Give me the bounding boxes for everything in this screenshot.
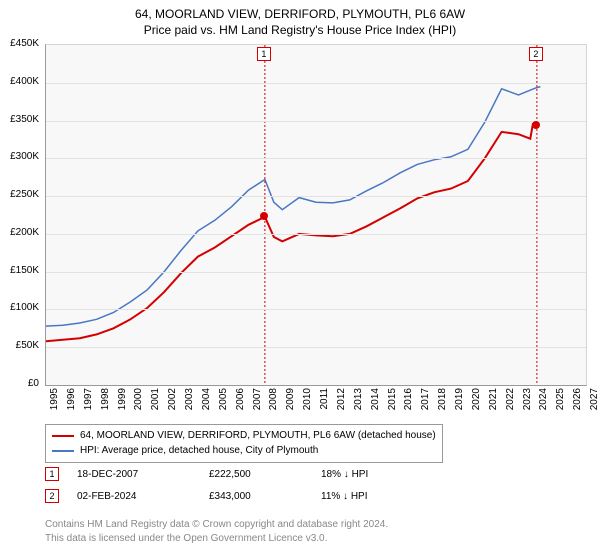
sale-row-1: 1 18-DEC-2007 £222,500 18% ↓ HPI — [45, 467, 431, 481]
legend-swatch-1 — [52, 450, 74, 452]
xtick-label: 2027 — [589, 388, 600, 418]
footer-line1: Contains HM Land Registry data © Crown c… — [45, 518, 388, 532]
plot-svg — [46, 45, 586, 385]
sale-price-1: £222,500 — [209, 469, 321, 480]
xtick-label: 2012 — [336, 388, 347, 418]
xtick-label: 2017 — [420, 388, 431, 418]
footer-line2: This data is licensed under the Open Gov… — [45, 532, 388, 546]
footer-attribution: Contains HM Land Registry data © Crown c… — [45, 518, 388, 545]
ytick-label: £250K — [0, 189, 39, 200]
legend-label-1: HPI: Average price, detached house, City… — [80, 444, 318, 459]
xtick-label: 1996 — [66, 388, 77, 418]
xtick-label: 2020 — [471, 388, 482, 418]
legend-swatch-0 — [52, 435, 74, 437]
gridline-h — [46, 347, 586, 348]
gridline-h — [46, 234, 586, 235]
sale-dot — [260, 212, 268, 220]
xtick-label: 2025 — [555, 388, 566, 418]
sale-date-1: 18-DEC-2007 — [77, 469, 209, 480]
ytick-label: £0 — [0, 378, 39, 389]
xtick-label: 2024 — [538, 388, 549, 418]
xtick-label: 1997 — [83, 388, 94, 418]
xtick-label: 2007 — [252, 388, 263, 418]
gridline-h — [46, 272, 586, 273]
xtick-label: 2018 — [437, 388, 448, 418]
gridline-h — [46, 83, 586, 84]
sale-diff-2: 11% ↓ HPI — [321, 491, 431, 502]
ytick-label: £400K — [0, 76, 39, 87]
legend-label-0: 64, MOORLAND VIEW, DERRIFORD, PLYMOUTH, … — [80, 429, 436, 444]
legend-item-hpi: HPI: Average price, detached house, City… — [52, 444, 436, 459]
chart-title: 64, MOORLAND VIEW, DERRIFORD, PLYMOUTH, … — [0, 0, 600, 38]
gridline-h — [46, 158, 586, 159]
sale-diff-1: 18% ↓ HPI — [321, 469, 431, 480]
series-hpi — [46, 87, 540, 327]
title-line1: 64, MOORLAND VIEW, DERRIFORD, PLYMOUTH, … — [0, 6, 600, 22]
ytick-label: £150K — [0, 265, 39, 276]
xtick-label: 2000 — [133, 388, 144, 418]
sale-annotation-1: 1 — [257, 47, 271, 61]
chart-page: { "title": { "line1": "64, MOORLAND VIEW… — [0, 0, 600, 560]
sale-marker-2: 2 — [45, 489, 59, 503]
ytick-label: £350K — [0, 114, 39, 125]
sale-price-2: £343,000 — [209, 491, 321, 502]
plot-area — [45, 44, 587, 386]
xtick-label: 2002 — [167, 388, 178, 418]
xtick-label: 2011 — [319, 388, 330, 418]
gridline-h — [46, 196, 586, 197]
xtick-label: 2003 — [184, 388, 195, 418]
xtick-label: 1998 — [100, 388, 111, 418]
gridline-h — [46, 309, 586, 310]
sale-annotation-2: 2 — [529, 47, 543, 61]
xtick-label: 2022 — [505, 388, 516, 418]
xtick-label: 2006 — [235, 388, 246, 418]
title-line2: Price paid vs. HM Land Registry's House … — [0, 22, 600, 38]
sale-marker-1: 1 — [45, 467, 59, 481]
xtick-label: 2005 — [218, 388, 229, 418]
ytick-label: £300K — [0, 151, 39, 162]
ytick-label: £100K — [0, 302, 39, 313]
legend-item-price-paid: 64, MOORLAND VIEW, DERRIFORD, PLYMOUTH, … — [52, 429, 436, 444]
xtick-label: 2014 — [370, 388, 381, 418]
xtick-label: 2008 — [268, 388, 279, 418]
xtick-label: 2021 — [488, 388, 499, 418]
xtick-label: 2009 — [285, 388, 296, 418]
xtick-label: 2026 — [572, 388, 583, 418]
xtick-label: 1999 — [117, 388, 128, 418]
xtick-label: 2016 — [403, 388, 414, 418]
sale-dot — [532, 121, 540, 129]
xtick-label: 2015 — [387, 388, 398, 418]
xtick-label: 2001 — [150, 388, 161, 418]
xtick-label: 2023 — [522, 388, 533, 418]
legend: 64, MOORLAND VIEW, DERRIFORD, PLYMOUTH, … — [45, 424, 443, 463]
ytick-label: £200K — [0, 227, 39, 238]
xtick-label: 2019 — [454, 388, 465, 418]
sale-date-2: 02-FEB-2024 — [77, 491, 209, 502]
ytick-label: £50K — [0, 340, 39, 351]
xtick-label: 2013 — [353, 388, 364, 418]
gridline-h — [46, 121, 586, 122]
xtick-label: 1995 — [49, 388, 60, 418]
xtick-label: 2004 — [201, 388, 212, 418]
ytick-label: £450K — [0, 38, 39, 49]
sale-row-2: 2 02-FEB-2024 £343,000 11% ↓ HPI — [45, 489, 431, 503]
xtick-label: 2010 — [302, 388, 313, 418]
